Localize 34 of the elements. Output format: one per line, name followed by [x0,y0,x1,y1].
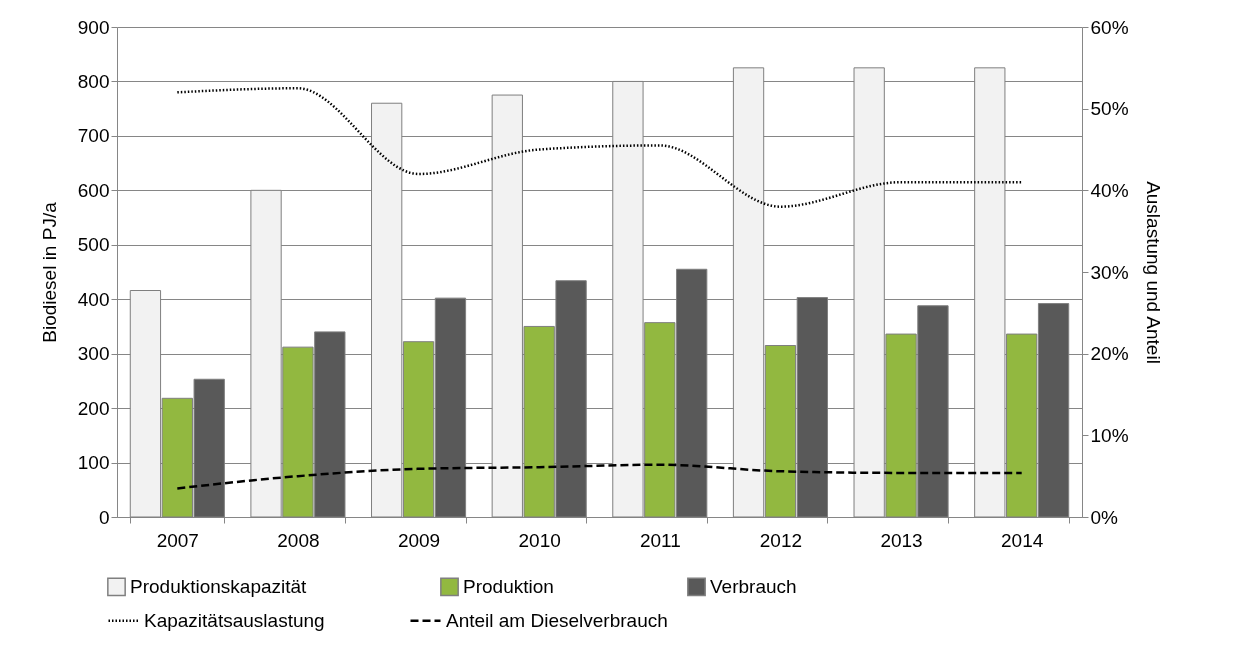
y2-tick-label: 40% [1090,179,1129,201]
legend-label: Produktionskapazität [130,575,308,597]
y2-tick-label: 50% [1090,98,1129,120]
y2-tick-label: 60% [1090,16,1129,38]
y-tick-label: 300 [77,343,110,365]
line-series [176,87,1023,208]
x-tick-label: 2014 [1001,529,1044,551]
y-tick-label: 600 [77,179,110,201]
legend-label: Kapazitätsauslastung [144,609,325,631]
x-tick-label: 2007 [156,529,199,551]
y-tick-label: 700 [77,125,110,147]
y-tick-label: 500 [77,234,110,256]
x-tick-label: 2011 [639,529,681,551]
legend-label: Verbrauch [710,575,797,597]
line-series [176,463,1023,490]
y-tick-label: 200 [77,397,110,419]
y-tick-label: 400 [77,288,110,310]
x-tick-label: 2009 [397,529,441,551]
y2-tick-label: 0% [1090,506,1119,528]
x-tick-label: 2012 [759,529,803,551]
y2-tick-label: 10% [1090,424,1129,446]
x-tick-label: 2013 [880,529,923,551]
y2-tick-label: 30% [1090,261,1129,283]
x-tick-label: 2008 [277,529,320,551]
y-axis-title: Biodiesel in PJ/a [38,201,60,343]
y2-tick-label: 20% [1090,343,1129,365]
x-tick-label: 2010 [518,529,561,551]
y2-axis-title: Auslastung und Anteil [1142,181,1164,364]
y-tick-label: 0 [98,506,110,528]
y-tick-label: 900 [77,16,110,38]
legend-label: Produktion [463,575,554,597]
legend-label: Anteil am Dieselverbrauch [446,609,668,631]
y-tick-label: 800 [77,70,110,92]
y-tick-label: 100 [77,452,110,474]
